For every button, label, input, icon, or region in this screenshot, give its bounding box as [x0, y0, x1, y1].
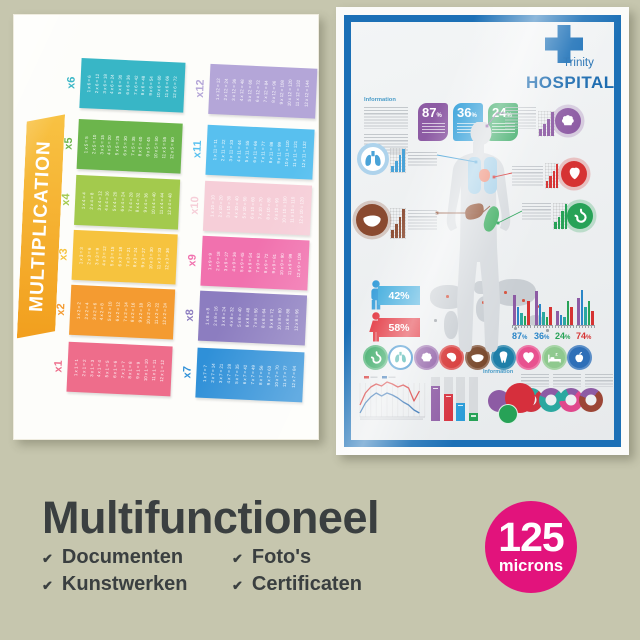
- multiplication-label-x10: x10: [188, 195, 201, 215]
- multiplication-strip-x12: 1 x 12 = 12 2 x 12 = 24 3 x 12 = 36 4 x 12 …: [208, 63, 318, 119]
- feature-item: ✔ Certificaten: [232, 571, 362, 598]
- bar-fill: [456, 402, 465, 421]
- callout-text-brain: [505, 107, 536, 129]
- multiplication-label-x3: x3: [56, 247, 70, 261]
- feature-item: ✔ Foto's: [232, 544, 362, 571]
- multiplication-label-x7: x7: [180, 365, 194, 379]
- multiplication-strip-x11: 1 x 11 = 11 2 x 11 = 22 3 x 11 = 33 4 x 11 …: [205, 124, 315, 180]
- donut-chart: [579, 388, 603, 412]
- bar-fill: [468, 413, 478, 421]
- callout-circle-heart: [561, 161, 587, 187]
- venn-circle: [498, 404, 518, 424]
- feature-list: ✔ Documenten ✔ Kunstwerken ✔ Foto's ✔ Certifica…: [42, 544, 362, 598]
- bar-track: [443, 377, 453, 421]
- multiplication-label-x12: x12: [193, 78, 207, 98]
- callout-text-heart: [512, 166, 543, 187]
- bar-chart: [431, 377, 479, 421]
- callout-circle-stomach: [567, 203, 593, 229]
- multiplication-label-x8: x8: [183, 308, 196, 322]
- check-icon: ✔: [42, 577, 53, 593]
- thickness-badge: 125 microns: [485, 501, 577, 593]
- callout-circle-brain: [555, 108, 581, 134]
- callout-text-stomach: [522, 203, 551, 220]
- multiplication-label-x5: x5: [61, 137, 75, 150]
- multiplication-label-x9: x9: [185, 253, 199, 267]
- multiplication-strip-x10: 1 x 10 = 10 2 x 10 = 20 3 x 10 = 30 4 x 10 …: [202, 180, 313, 236]
- callout-chart-lungs: [390, 148, 406, 173]
- callout-text-liver: [408, 210, 437, 231]
- feature-label: Documenten: [61, 546, 184, 568]
- page-title: Multifunctioneel: [42, 492, 379, 543]
- callout-text-lungs: [408, 152, 437, 167]
- bar-fill: [431, 385, 440, 421]
- line-chart: [359, 376, 426, 420]
- callout-circle-liver: [356, 204, 388, 236]
- gender-value-male: 42%: [378, 286, 420, 305]
- callout-chart-stomach: [553, 203, 568, 230]
- feature-label: Kunstwerken: [61, 573, 188, 595]
- bar-track: [468, 377, 478, 421]
- hospital-poster: Trinity HOSPITAL Information 87%36%24% 4…: [336, 7, 629, 455]
- multiplication-label-x11: x11: [190, 140, 204, 159]
- multiplication-label-x4: x4: [59, 193, 72, 206]
- callout-chart-brain: [538, 111, 555, 137]
- gender-value-female: 58%: [378, 318, 420, 337]
- thickness-value: 125: [498, 514, 564, 561]
- bar-track: [431, 377, 440, 421]
- feature-item: ✔ Documenten: [42, 544, 232, 571]
- feature-item: ✔ Kunstwerken: [42, 571, 232, 598]
- multiplication-label-x6: x6: [64, 76, 78, 89]
- check-icon: ✔: [42, 550, 53, 566]
- bar-fill: [443, 393, 453, 421]
- callout-circle-lungs: [357, 143, 389, 175]
- multiplication-label-x1: x1: [51, 359, 65, 373]
- callout-chart-liver: [390, 208, 406, 239]
- feature-label: Foto's: [251, 546, 312, 568]
- feature-label: Certificaten: [251, 573, 362, 595]
- thickness-unit: microns: [498, 556, 564, 575]
- bar-track: [456, 377, 465, 421]
- callout-chart-heart: [545, 163, 559, 189]
- multiplication-label-x2: x2: [54, 302, 67, 316]
- check-icon: ✔: [232, 577, 243, 593]
- check-icon: ✔: [232, 550, 243, 566]
- multiplication-title: MULTIPLICATION: [26, 140, 55, 313]
